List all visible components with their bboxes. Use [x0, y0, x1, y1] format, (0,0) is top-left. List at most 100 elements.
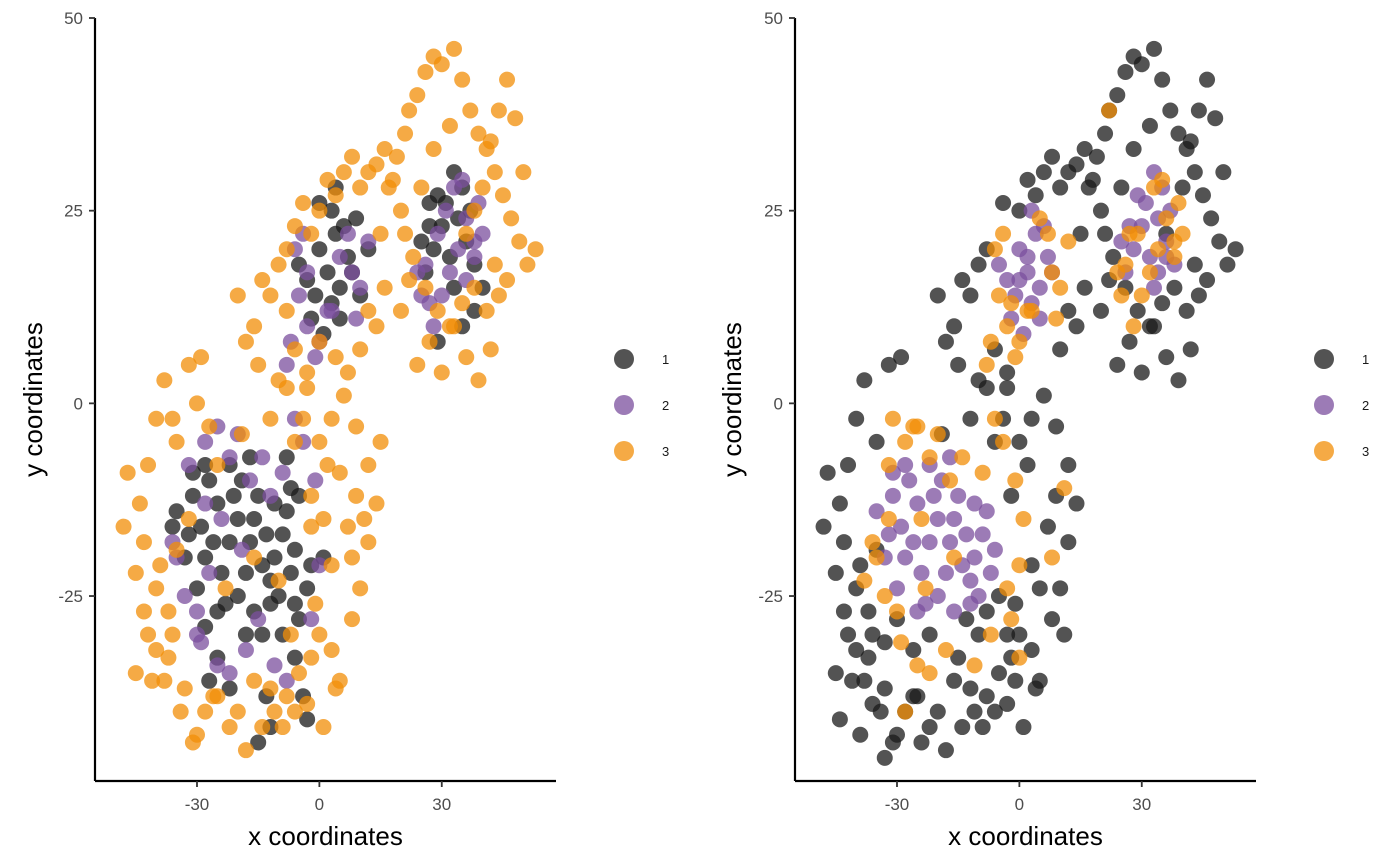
data-point-series-3: [527, 241, 544, 258]
data-point-series-2: [274, 464, 291, 481]
data-point-series-3: [441, 117, 458, 134]
data-point-series-1: [970, 256, 987, 273]
data-point-series-3: [311, 202, 328, 219]
data-point-series-1: [852, 557, 869, 574]
data-point-series-3: [246, 549, 263, 566]
data-point-series-1: [1199, 272, 1216, 289]
data-point-series-1: [1190, 102, 1207, 119]
data-point-series-3: [286, 341, 303, 358]
data-point-series-1: [954, 272, 971, 289]
data-point-series-3: [397, 225, 414, 242]
data-point-series-1: [1060, 457, 1077, 474]
data-point-series-1: [995, 194, 1012, 211]
data-point-series-2: [262, 487, 279, 504]
data-point-series-1: [1060, 302, 1077, 319]
data-point-series-3: [323, 557, 340, 574]
data-point-series-3: [229, 703, 246, 720]
data-point-series-1: [827, 564, 844, 581]
data-point-series-3: [470, 125, 487, 142]
data-point-series-3: [266, 703, 283, 720]
data-point-series-3: [205, 688, 222, 705]
data-point-series-3: [131, 495, 148, 512]
data-point-series-3: [995, 433, 1012, 450]
data-point-series-1: [970, 372, 987, 389]
data-point-series-3: [999, 580, 1016, 597]
data-point-series-3: [299, 695, 316, 712]
data-point-series-3: [1150, 241, 1167, 258]
data-point-series-1: [1060, 164, 1077, 181]
data-point-series-3: [315, 719, 332, 736]
data-point-series-1: [864, 695, 881, 712]
data-point-series-2: [942, 449, 959, 466]
data-point-series-2: [352, 279, 369, 296]
data-point-series-3: [507, 110, 524, 127]
data-point-series-1: [856, 372, 873, 389]
data-point-series-1: [1141, 117, 1158, 134]
data-point-series-3: [384, 171, 401, 188]
data-point-series-1: [1031, 580, 1048, 597]
data-point-series-2: [303, 611, 320, 628]
data-point-series-2: [242, 472, 259, 489]
data-point-series-2: [962, 595, 979, 612]
data-point-series-3: [1011, 649, 1028, 666]
data-point-series-3: [270, 256, 287, 273]
data-point-series-1: [1084, 171, 1101, 188]
data-point-series-3: [1158, 210, 1175, 227]
data-point-series-3: [466, 279, 483, 296]
data-point-series-3: [1101, 102, 1118, 119]
data-point-series-3: [413, 179, 430, 196]
data-point-series-1: [999, 379, 1016, 396]
data-point-series-2: [901, 472, 918, 489]
data-point-series-2: [307, 472, 324, 489]
data-point-series-3: [470, 372, 487, 389]
data-point-series-1: [319, 264, 336, 281]
data-point-series-1: [188, 580, 205, 597]
data-point-series-2: [962, 572, 979, 589]
data-point-series-2: [278, 356, 295, 373]
legend-key-3: [614, 441, 634, 461]
data-point-series-3: [295, 194, 312, 211]
data-point-series-1: [1178, 302, 1195, 319]
data-point-series-1: [274, 526, 291, 543]
data-point-series-1: [282, 564, 299, 581]
data-point-series-2: [180, 457, 197, 474]
data-point-series-1: [250, 734, 267, 751]
data-point-series-2: [221, 665, 238, 682]
data-point-series-3: [372, 225, 389, 242]
data-point-series-3: [478, 302, 495, 319]
data-point-series-1: [1219, 256, 1236, 273]
data-point-series-1: [1109, 356, 1126, 373]
data-point-series-1: [868, 433, 885, 450]
data-point-series-1: [1027, 187, 1044, 204]
data-point-series-1: [1076, 279, 1093, 296]
data-point-series-1: [1097, 225, 1114, 242]
data-point-series-3: [401, 272, 418, 289]
data-point-series-1: [905, 641, 922, 658]
data-point-series-3: [164, 410, 181, 427]
data-point-series-3: [1011, 333, 1028, 350]
data-point-series-1: [1039, 518, 1056, 535]
legend-label-2: 2: [1362, 398, 1369, 413]
data-point-series-1: [290, 611, 307, 628]
data-point-series-3: [499, 272, 516, 289]
data-point-series-1: [286, 595, 303, 612]
data-point-series-2: [1031, 279, 1048, 296]
data-point-series-3: [233, 426, 250, 443]
data-point-series-3: [1125, 318, 1142, 335]
data-point-series-3: [135, 603, 152, 620]
data-point-series-3: [897, 703, 914, 720]
data-point-series-3: [937, 641, 954, 658]
data-point-series-3: [519, 256, 536, 273]
data-point-series-3: [909, 657, 926, 674]
data-point-series-1: [1088, 148, 1105, 165]
data-point-series-1: [1170, 372, 1187, 389]
y-tick-label: 0: [774, 394, 783, 413]
data-point-series-1: [193, 518, 210, 535]
data-point-series-1: [1154, 71, 1171, 88]
data-point-series-1: [246, 510, 263, 527]
data-point-series-3: [986, 410, 1003, 427]
data-point-series-1: [1007, 672, 1024, 689]
scatter-panel-right: -25 0 25 50 -30 0 30 x coordinates y coordinates…: [717, 9, 1369, 851]
data-point-series-3: [856, 572, 873, 589]
data-point-series-1: [1190, 287, 1207, 304]
